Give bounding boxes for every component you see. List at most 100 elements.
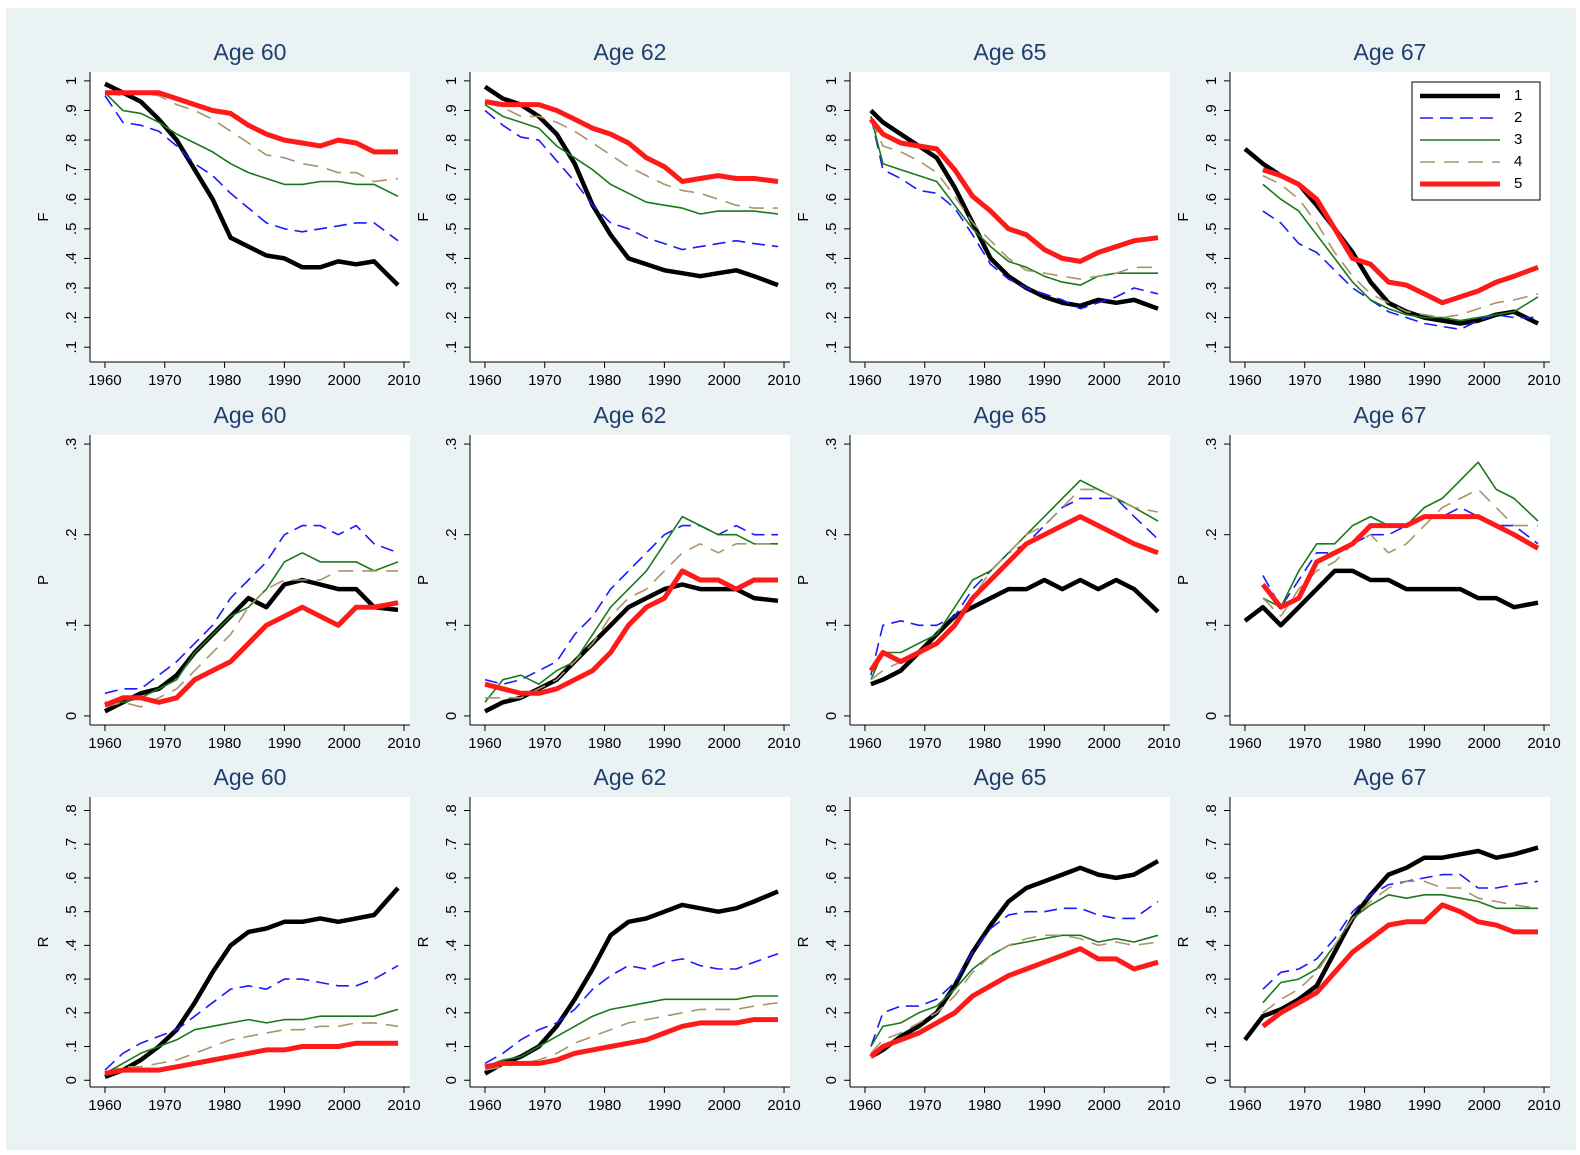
plot-area <box>1230 797 1550 1087</box>
series-line <box>484 995 778 1068</box>
series-line <box>870 118 1158 280</box>
x-tick-label: 1960 <box>848 735 881 752</box>
plot-area <box>90 72 410 362</box>
x-tick-label: 2000 <box>1088 735 1121 752</box>
y-tick-label: .3 <box>443 282 460 295</box>
y-tick-label: .4 <box>63 939 80 952</box>
y-tick-label: .3 <box>1203 282 1220 295</box>
x-tick-label: 1980 <box>588 1097 621 1114</box>
panel-title: Age 60 <box>214 39 287 65</box>
y-tick-label: .2 <box>1203 311 1220 324</box>
panel-title: Age 67 <box>1354 764 1427 790</box>
x-tick-label: 1980 <box>208 735 241 752</box>
x-tick-label: 1970 <box>528 1097 561 1114</box>
x-tick-label: 1980 <box>968 735 1001 752</box>
y-tick-label: .9 <box>823 104 840 117</box>
y-tick-label: .1 <box>443 341 460 354</box>
panel-title: Age 62 <box>594 39 667 65</box>
y-tick-label: .9 <box>443 104 460 117</box>
y-tick-label: .3 <box>63 438 80 451</box>
panel: Age 62 F .1 .2 .3 .4 .5 .6 .7 .8 .9 1 1960 1970 1980 19… <box>415 39 801 389</box>
x-tick-label: 1970 <box>1288 372 1321 389</box>
x-tick-label: 2010 <box>1527 372 1560 389</box>
x-tick-label: 1960 <box>848 372 881 389</box>
series-line <box>1262 210 1538 331</box>
series-line <box>104 1008 399 1075</box>
y-axis-label: R <box>415 936 432 947</box>
panel: Age 65 P 0 .1 .2 .3 1960 1970 1980 1990 2000 2010 <box>795 402 1181 752</box>
panel: Age 65 R 0 .1 .2 .3 .4 .5 .6 .7 .8 1960 1970 1980 1990… <box>795 764 1181 1114</box>
y-tick-label: .1 <box>63 619 80 632</box>
series-line <box>104 524 399 695</box>
x-tick-label: 1960 <box>848 1097 881 1114</box>
y-tick-label: .3 <box>63 973 80 986</box>
series-line <box>104 600 399 708</box>
x-tick-label: 2010 <box>767 372 800 389</box>
x-tick-label: 1970 <box>148 735 181 752</box>
series-line <box>484 1017 778 1070</box>
x-tick-label: 1980 <box>208 372 241 389</box>
x-tick-label: 1990 <box>1028 1097 1061 1114</box>
legend-label: 5 <box>1514 175 1522 192</box>
series-line <box>484 109 779 251</box>
y-tick-label: .1 <box>823 341 840 354</box>
y-tick-label: .3 <box>823 438 840 451</box>
y-tick-label: .5 <box>1203 905 1220 918</box>
y-tick-label: .2 <box>1203 1007 1220 1020</box>
series-line <box>1262 880 1539 1014</box>
y-tick-label: .5 <box>443 223 460 236</box>
series-line <box>870 900 1159 1047</box>
panel: Age 62 R 0 .1 .2 .3 .4 .5 .6 .7 .8 1960 1970 1980 1990… <box>415 764 801 1114</box>
y-tick-label: .8 <box>63 134 80 147</box>
x-tick-label: 1990 <box>268 1097 301 1114</box>
x-tick-label: 1970 <box>148 1097 181 1114</box>
y-tick-label: .3 <box>1203 973 1220 986</box>
x-tick-label: 2010 <box>767 1097 800 1114</box>
series-line <box>1261 902 1538 1029</box>
x-tick-label: 1990 <box>648 1097 681 1114</box>
x-tick-label: 1980 <box>1348 372 1381 389</box>
series-line <box>1262 174 1539 319</box>
y-tick-label: .6 <box>1203 872 1220 885</box>
series-line <box>483 84 779 288</box>
y-tick-label: .1 <box>443 1040 460 1053</box>
y-tick-label: .3 <box>823 973 840 986</box>
y-tick-label: .8 <box>443 804 460 817</box>
x-tick-label: 1990 <box>1408 1097 1441 1114</box>
x-tick-label: 1970 <box>528 372 561 389</box>
y-axis-label: R <box>1175 936 1192 947</box>
panel-title: Age 65 <box>974 402 1047 428</box>
series-line <box>104 92 399 198</box>
plot-area <box>90 797 410 1087</box>
plot-area <box>850 72 1170 362</box>
y-axis-label: R <box>795 936 812 947</box>
panel-title: Age 67 <box>1354 402 1427 428</box>
y-tick-label: .8 <box>1203 134 1220 147</box>
y-tick-label: .1 <box>823 619 840 632</box>
x-tick-label: 2000 <box>1468 372 1501 389</box>
y-tick-label: .1 <box>823 1040 840 1053</box>
y-tick-label: .7 <box>63 838 80 851</box>
panel: Age 60 R 0 .1 .2 .3 .4 .5 .6 .7 .8 1960 1970 1980 1990… <box>35 764 421 1114</box>
y-tick-label: .8 <box>823 804 840 817</box>
x-tick-label: 2010 <box>1527 1097 1560 1114</box>
series-line <box>104 886 400 1080</box>
plot-area <box>470 435 790 725</box>
y-tick-label: .3 <box>1203 438 1220 451</box>
panel-title: Age 62 <box>594 402 667 428</box>
x-tick-label: 1960 <box>88 735 121 752</box>
legend-label: 2 <box>1514 109 1522 126</box>
x-tick-label: 2010 <box>767 735 800 752</box>
y-tick-label: .5 <box>823 223 840 236</box>
y-axis-label: F <box>1175 212 1192 221</box>
y-tick-label: .4 <box>1203 939 1220 952</box>
plot-area <box>90 435 410 725</box>
y-axis-label: P <box>795 575 812 585</box>
y-tick-label: .5 <box>443 905 460 918</box>
y-tick-label: .1 <box>1203 619 1220 632</box>
y-tick-label: .5 <box>1203 223 1220 236</box>
legend-label: 1 <box>1514 87 1522 104</box>
x-tick-label: 1990 <box>1028 735 1061 752</box>
panel: Age 62 P 0 .1 .2 .3 1960 1970 1980 1990 2000 2010 <box>415 402 801 752</box>
